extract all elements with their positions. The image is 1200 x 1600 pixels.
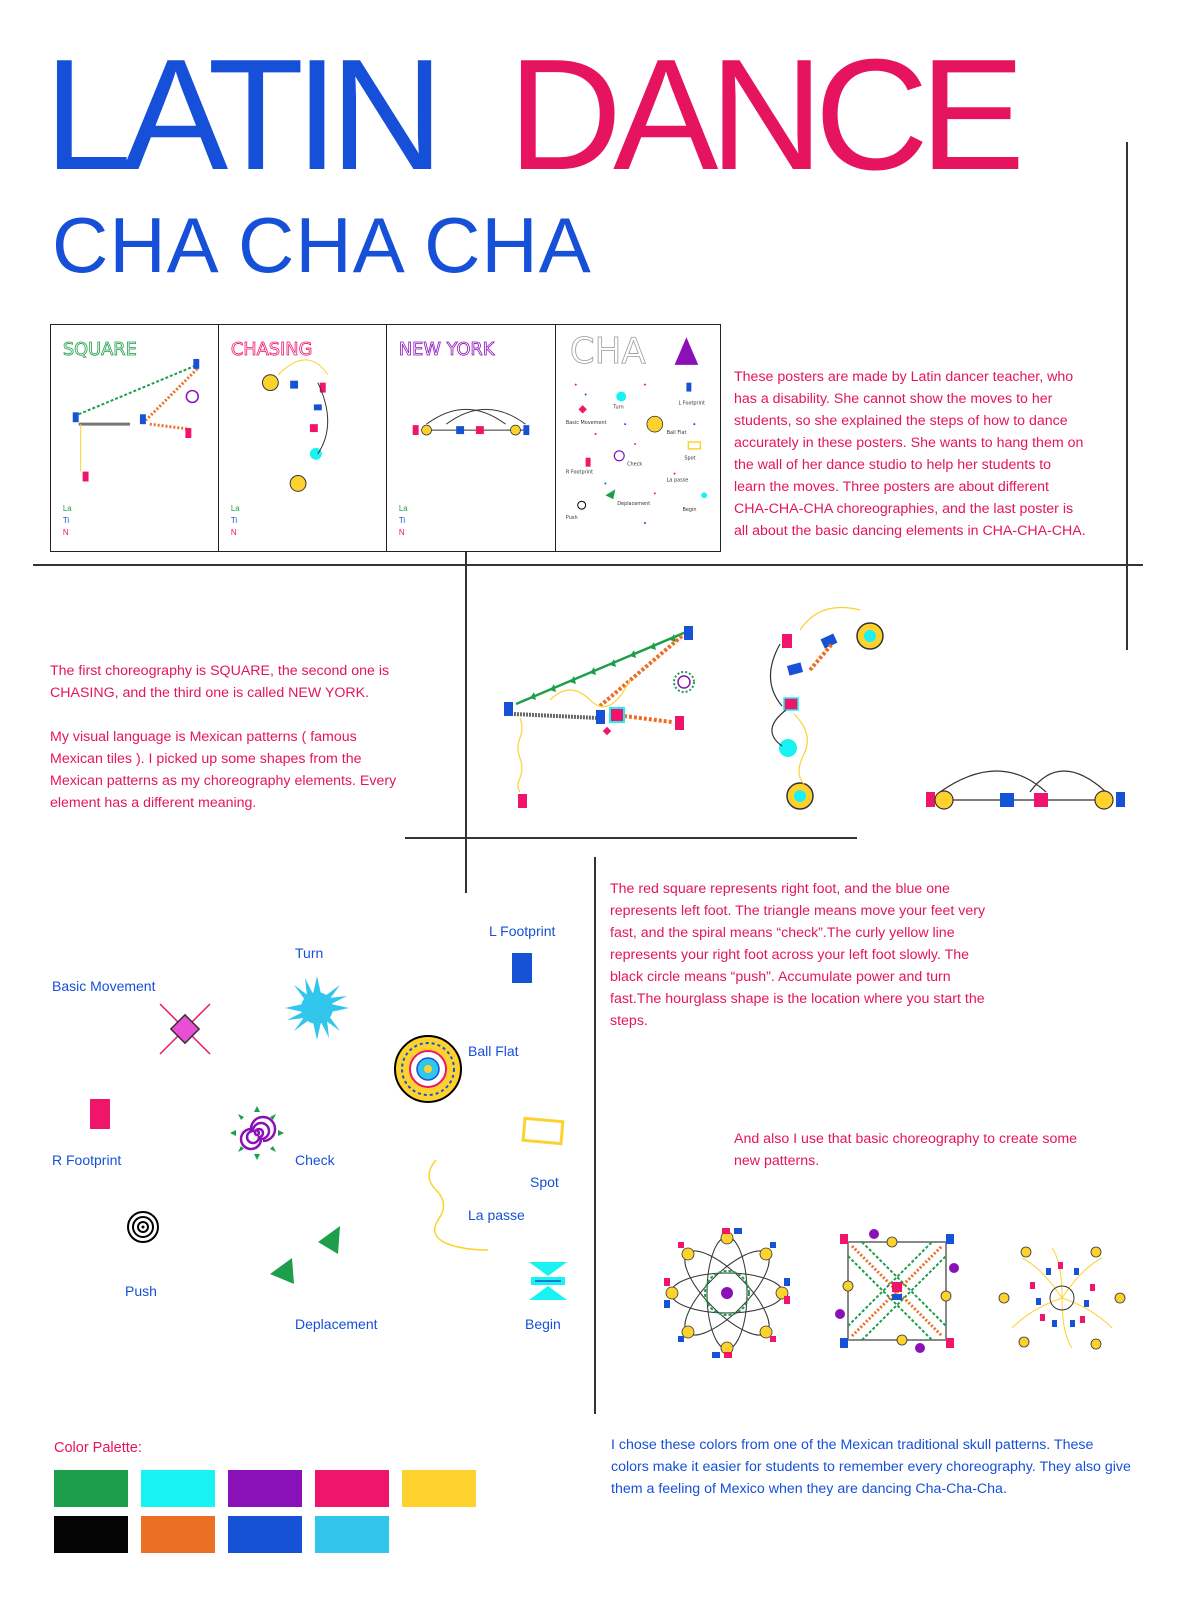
- cha-label: Basic Movement: [566, 420, 607, 426]
- begin-icon: [529, 1262, 567, 1300]
- poster-new-york: NEW YORK La Ti N: [386, 324, 556, 552]
- color-swatch: [54, 1470, 128, 1507]
- colors-text: I chose these colors from one of the Mex…: [611, 1437, 1131, 1497]
- basic-movement-icon: [159, 1003, 211, 1055]
- check-icon: [230, 1106, 284, 1160]
- cha-label: Turn: [612, 404, 623, 410]
- poster-heading: NEW YORK: [399, 339, 496, 360]
- legend-label-r-footprint: R Footprint: [52, 1152, 122, 1168]
- spot-icon: [521, 1116, 565, 1146]
- legend-label-spot: Spot: [530, 1174, 559, 1190]
- legend-label-ball-flat: Ball Flat: [468, 1043, 519, 1059]
- legend-label-push: Push: [125, 1283, 157, 1299]
- poster-square: SQUARE La Ti N: [50, 324, 220, 552]
- svg-text:Ti: Ti: [231, 516, 238, 525]
- color-swatch: [228, 1470, 302, 1507]
- poster-heading: CHASING: [231, 339, 313, 360]
- poster-heading: CHA: [570, 331, 647, 372]
- svg-text:La: La: [231, 504, 240, 513]
- svg-text:N: N: [231, 528, 237, 537]
- poster-cha: CHA Turn L Footprint Basic Movement Ball…: [555, 324, 721, 552]
- legend-label-begin: Begin: [525, 1316, 561, 1332]
- diagram-new-york: [926, 770, 1125, 810]
- turn-icon: [285, 976, 349, 1040]
- cha-label: Spot: [684, 456, 695, 462]
- svg-text:N: N: [399, 528, 405, 537]
- subtitle: CHA CHA CHA: [52, 201, 592, 289]
- choreo-description: The first choreography is SQUARE, the se…: [50, 660, 398, 836]
- cha-label: Push: [566, 515, 578, 521]
- meaning-text: The red square represents right foot, an…: [610, 881, 986, 1029]
- intro-text: These posters are made by Latin dancer t…: [734, 369, 1086, 539]
- choreography-diagrams: [504, 606, 1125, 810]
- ball-flat-icon: [394, 1035, 462, 1103]
- color-swatch: [141, 1516, 215, 1553]
- poster-heading: SQUARE: [63, 339, 137, 360]
- color-swatch: [141, 1470, 215, 1507]
- color-swatch: [228, 1516, 302, 1553]
- cha-label: La passe: [667, 477, 689, 483]
- legend-label-check: Check: [295, 1152, 335, 1168]
- pattern-swirl: [998, 1246, 1126, 1350]
- divider-right-top: [1126, 142, 1128, 650]
- poster-chasing: CHASING La Ti N: [218, 324, 388, 552]
- cha-label: Begin: [682, 507, 696, 513]
- l-footprint-icon: [512, 953, 532, 983]
- legend-label-basic-movement: Basic Movement: [52, 978, 156, 994]
- color-swatch: [54, 1516, 128, 1553]
- title-latin: LATIN: [44, 27, 444, 203]
- color-swatch: [315, 1470, 389, 1507]
- pattern-square: [835, 1229, 959, 1353]
- patterns-text: And also I use that basic choreography t…: [734, 1131, 1078, 1169]
- svg-text:Ti: Ti: [399, 516, 406, 525]
- diagram-chasing: [769, 606, 884, 810]
- palette-title: Color Palette:: [54, 1440, 142, 1456]
- svg-text:La: La: [63, 504, 72, 513]
- divider-horizontal-short: [405, 837, 857, 839]
- svg-text:Ti: Ti: [63, 516, 70, 525]
- push-icon: [127, 1211, 159, 1243]
- divider-vertical-lower: [594, 857, 596, 1414]
- choreo-paragraph-2: My visual language is Mexican patterns (…: [50, 729, 397, 811]
- color-swatch: [315, 1516, 389, 1553]
- choreo-paragraph-1: The first choreography is SQUARE, the se…: [50, 663, 390, 701]
- divider-horizontal-main: [33, 564, 1143, 566]
- r-footprint-icon: [90, 1099, 110, 1129]
- cha-label: L Footprint: [679, 400, 706, 406]
- color-swatch: [402, 1470, 476, 1507]
- cha-label: Check: [627, 462, 642, 468]
- la-passe-icon: [428, 1159, 489, 1251]
- deplacement-icon: [270, 1226, 340, 1284]
- cha-label: Ball Flat: [667, 430, 687, 436]
- title-dance: DANCE: [508, 27, 1025, 203]
- svg-text:N: N: [63, 528, 69, 537]
- pattern-flower: [664, 1228, 790, 1358]
- legend-label-turn: Turn: [295, 945, 324, 961]
- legend-label-deplacement: Deplacement: [295, 1316, 378, 1332]
- legend-label-l-footprint: L Footprint: [489, 923, 556, 939]
- cha-label: R Footprint: [566, 470, 593, 476]
- diagram-square: [504, 626, 695, 808]
- legend-label-la-passe: La passe: [468, 1207, 525, 1223]
- divider-vertical-mid: [465, 548, 467, 893]
- svg-text:La: La: [399, 504, 408, 513]
- cha-label: Deplacement: [617, 501, 650, 507]
